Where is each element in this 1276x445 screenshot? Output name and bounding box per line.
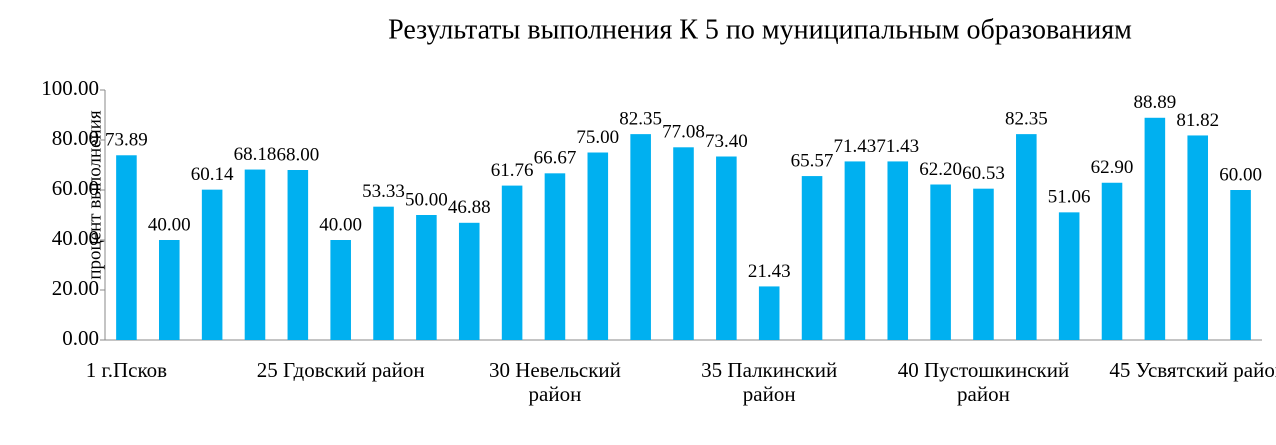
y-tick-label: 80.00 <box>52 126 99 150</box>
bar <box>1058 212 1080 340</box>
value-label: 60.14 <box>191 164 234 185</box>
value-label: 73.40 <box>705 131 748 152</box>
value-label: 77.08 <box>662 122 705 143</box>
bar <box>673 147 694 340</box>
value-label: 71.43 <box>834 136 877 157</box>
x-tick-label: 1 г.Псков <box>85 358 168 382</box>
bar <box>1016 134 1037 340</box>
value-label: 88.89 <box>1133 92 1176 113</box>
bar <box>716 156 737 340</box>
value-label: 46.88 <box>448 197 491 218</box>
bar <box>287 170 309 340</box>
bar <box>758 286 780 340</box>
bar <box>330 240 351 340</box>
y-tick-label: 100.00 <box>41 76 99 100</box>
value-label: 62.20 <box>919 159 962 180</box>
value-label: 53.33 <box>362 181 405 202</box>
value-label: 82.35 <box>1005 108 1048 129</box>
value-label: 68.18 <box>234 144 277 165</box>
y-tick-label: 0.00 <box>62 326 99 350</box>
x-tick-label: 30 Невельский район <box>488 358 621 406</box>
bar <box>373 206 394 340</box>
bar <box>1187 135 1209 340</box>
y-axis-title: процент выполнения <box>84 110 105 280</box>
bar <box>1144 117 1166 341</box>
bar <box>501 185 523 340</box>
bar <box>116 155 137 340</box>
bar <box>1230 190 1251 340</box>
value-label: 68.00 <box>276 144 319 165</box>
value-label: 75.00 <box>576 127 619 148</box>
bar <box>587 152 609 340</box>
x-tick-label: 45 Усвятский район <box>1109 358 1276 382</box>
value-label: 40.00 <box>148 214 191 235</box>
bar <box>801 176 823 340</box>
x-tick-label: 40 Пустошкинский район <box>897 358 1070 406</box>
bar <box>201 189 223 340</box>
bar <box>973 188 994 340</box>
value-label: 66.67 <box>534 148 577 169</box>
value-label: 60.00 <box>1219 164 1262 185</box>
y-tick-label: 40.00 <box>52 226 99 250</box>
bar <box>458 222 480 340</box>
value-label: 21.43 <box>748 261 791 282</box>
bar <box>887 161 909 340</box>
value-label: 40.00 <box>319 214 362 235</box>
x-tick-label: 35 Палкинский район <box>701 358 838 406</box>
value-label: 51.06 <box>1048 187 1091 208</box>
chart-title: Результаты выполнения К 5 по муниципальн… <box>388 14 1132 45</box>
bar <box>544 173 566 340</box>
bar <box>1101 182 1123 340</box>
value-label: 73.89 <box>105 130 148 151</box>
value-label: 50.00 <box>405 189 448 210</box>
value-label: 62.90 <box>1091 157 1134 178</box>
bar <box>158 240 180 340</box>
bar <box>844 161 866 340</box>
value-label: 60.53 <box>962 163 1005 184</box>
value-label: 71.43 <box>876 136 919 157</box>
y-tick-label: 60.00 <box>52 176 99 200</box>
value-label: 65.57 <box>791 150 834 171</box>
y-tick-label: 20.00 <box>52 276 99 300</box>
bar <box>630 134 651 340</box>
bar <box>244 169 266 340</box>
bar <box>930 184 951 340</box>
x-tick-label: 25 Гдовский район <box>256 358 425 382</box>
value-label: 61.76 <box>491 160 534 181</box>
value-label: 82.35 <box>619 108 662 129</box>
bar <box>416 215 437 340</box>
value-label: 81.82 <box>1176 110 1219 131</box>
